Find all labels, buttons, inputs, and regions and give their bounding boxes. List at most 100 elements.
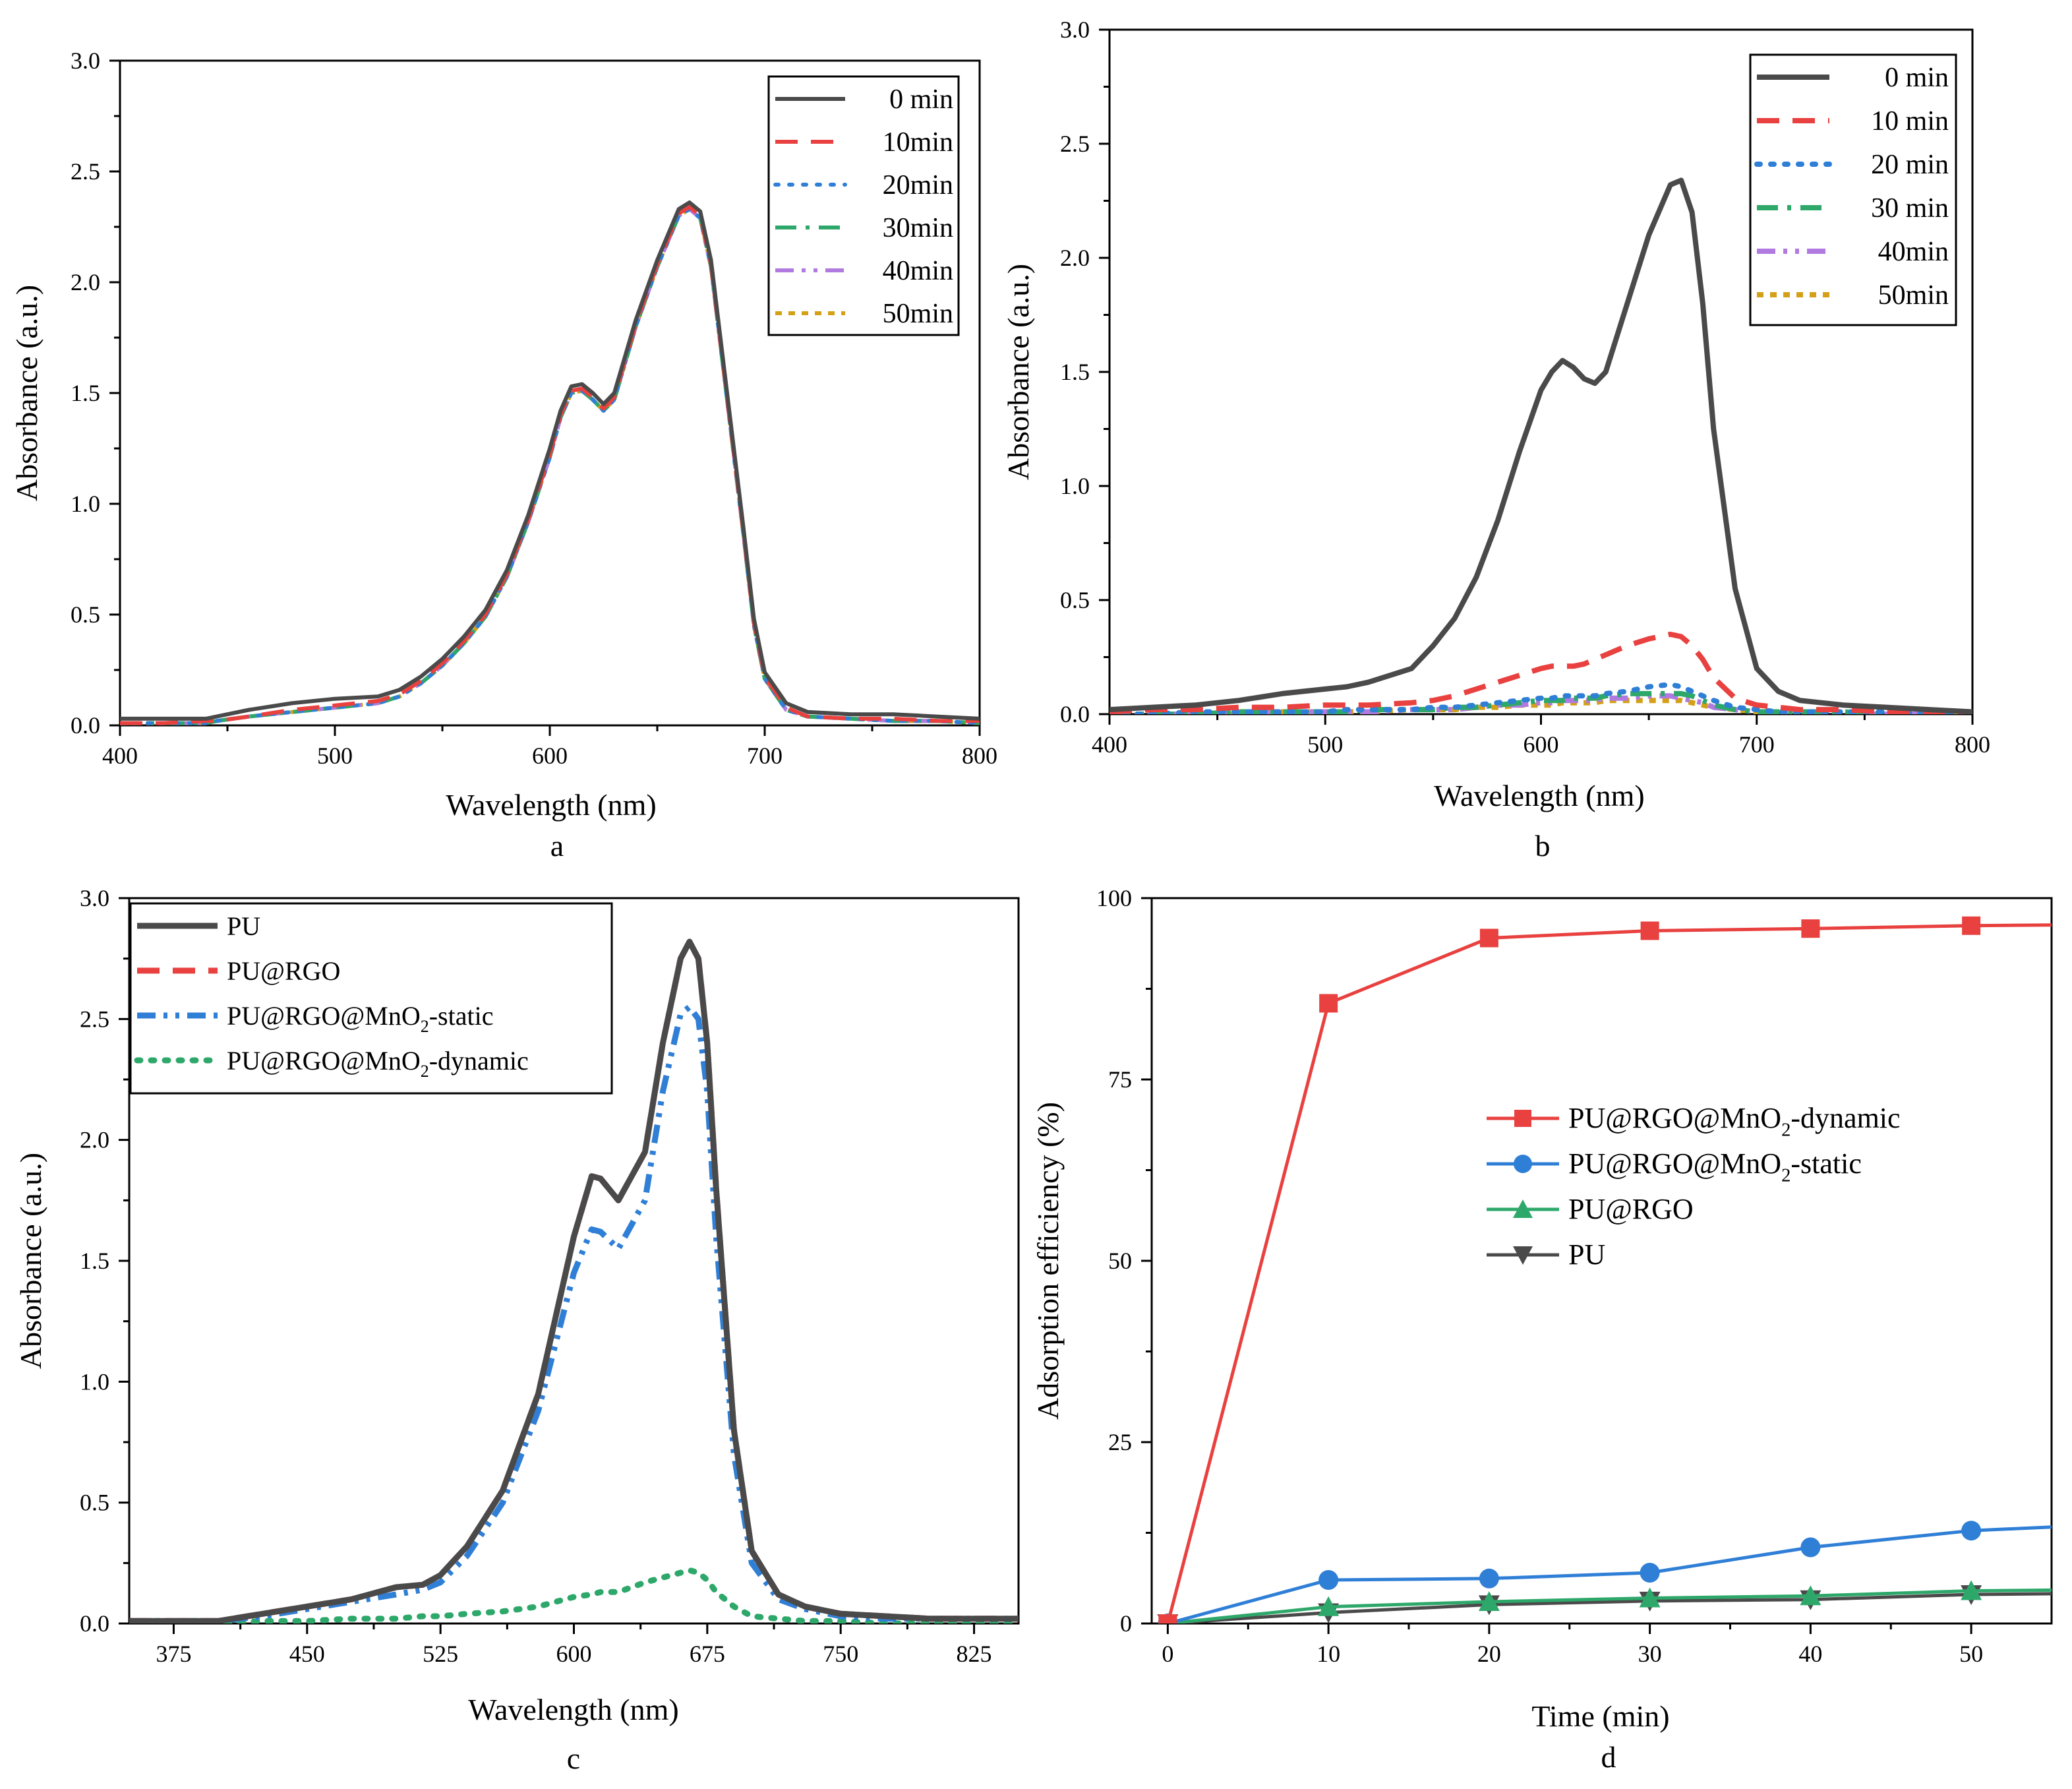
x-tick-label: 675 [690, 1641, 725, 1667]
data-point [1479, 1568, 1499, 1589]
data-point [1800, 1585, 1821, 1606]
series-line [1110, 682, 1972, 714]
x-axis-label: Wavelength (nm) [446, 788, 656, 822]
data-point [1961, 1580, 1982, 1600]
legend-label: PU@RGO@MnO2-static [227, 1001, 493, 1036]
y-tick-label: 0 [1120, 1610, 1132, 1637]
y-tick-label: 25 [1108, 1429, 1132, 1455]
legend-label-main: 40min [1878, 237, 1949, 267]
legend-label-main: 20 min [1871, 150, 1949, 180]
series-line [120, 200, 980, 721]
y-tick-label: 0.5 [71, 601, 100, 628]
legend-label-main: 10 min [1871, 106, 1949, 136]
legend-marker [1513, 1199, 1533, 1218]
panel-d: 0 10 20 30 40 50 0 25 50 75 100 Time (min) Adsorptio… [1031, 885, 2053, 1774]
legend: 0 min 10min 20min 30min 40min 50min [767, 75, 960, 336]
legend-label-main: PU@RGO@MnO [227, 1046, 421, 1076]
legend-label-main: 40min [883, 256, 953, 286]
panel-caption: a [550, 829, 564, 863]
panel-b: 400 500 600 700 800 0.0 0.5 1.0 1.5 2.0 2.5 3.0 Wave… [1001, 16, 1990, 863]
x-tick-label: 400 [1092, 731, 1127, 758]
y-tick-label: 2.0 [80, 1127, 109, 1153]
legend-label-suffix: -dynamic [429, 1046, 529, 1076]
x-tick-label: 375 [156, 1641, 191, 1667]
y-tick-label: 2.0 [71, 269, 100, 295]
legend: 0 min 10 min 20 min 30 min 40min 50min [1749, 53, 1957, 326]
x-axis-label: Wavelength (nm) [468, 1693, 678, 1726]
y-tick-label: 1.0 [71, 491, 100, 517]
x-tick-label: 700 [1739, 731, 1775, 758]
x-tick-label: 20 [1477, 1641, 1501, 1667]
y-tick-label: 3.0 [1060, 16, 1090, 43]
legend-label-main: 0 min [889, 84, 953, 115]
legend-label-main: 50min [883, 299, 953, 329]
series-group [129, 938, 1019, 1623]
legend-label: PU@RGO@MnO2-dynamic [227, 1046, 529, 1081]
x-tick-label: 0 [1162, 1641, 1173, 1667]
legend-label: 20min [883, 170, 953, 200]
y-tick-label: 1.0 [1060, 473, 1090, 499]
legend-label: 0 min [889, 84, 953, 115]
legend-marker [1513, 1246, 1533, 1265]
legend-label-main: PU [1568, 1238, 1605, 1271]
legend-box [767, 75, 960, 336]
panel-caption: d [1601, 1740, 1616, 1774]
legend-label-main: 10min [883, 127, 953, 158]
y-tick-label: 1.5 [1060, 359, 1090, 385]
legend-label: 30min [883, 213, 953, 243]
data-point [1479, 928, 1498, 948]
series-line [1110, 177, 1972, 714]
y-tick-label: 2.0 [1060, 245, 1090, 271]
y-tick-label: 3.0 [71, 47, 100, 74]
y-tick-label: 0.0 [1060, 701, 1090, 727]
y-tick-label: 0.0 [80, 1610, 109, 1637]
series-line [129, 1004, 1019, 1623]
x-tick-label: 600 [1524, 731, 1559, 758]
y-axis-label: Adsorption efficiency (%) [1031, 1102, 1065, 1420]
x-tick-label: 800 [962, 743, 997, 769]
legend-label-main: 50min [1878, 280, 1949, 311]
y-tick-label: 0.5 [80, 1490, 109, 1516]
x-tick-label: 400 [102, 743, 138, 769]
legend-label: 0 min [1885, 63, 1949, 93]
legend-label-main: PU@RGO@MnO [1568, 1147, 1781, 1180]
legend-label: PU@RGO@MnO2-dynamic [1568, 1102, 1901, 1140]
x-tick-label: 30 [1638, 1641, 1662, 1667]
legend-label-subscript: 2 [1781, 1165, 1791, 1186]
series-line [129, 1567, 1019, 1623]
legend-label: 40min [883, 256, 953, 286]
x-tick-label: 500 [317, 743, 353, 769]
legend-label: PU [1568, 1238, 1605, 1271]
y-tick-label: 0.0 [71, 712, 100, 739]
panel-caption: b [1535, 829, 1551, 863]
legend-label: PU@RGO [227, 956, 340, 986]
x-tick-label: 10 [1317, 1641, 1340, 1667]
y-tick-label: 2.5 [1060, 131, 1090, 157]
x-axis-label: Wavelength (nm) [1434, 779, 1644, 812]
legend-label: PU [227, 911, 260, 941]
data-point [1801, 919, 1820, 938]
legend-label: 50min [883, 299, 953, 329]
legend-label-subscript: 2 [421, 1017, 429, 1036]
y-tick-label: 1.5 [71, 380, 100, 406]
legend-label: 20 min [1871, 150, 1949, 180]
legend-label-main: 30 min [1871, 193, 1949, 224]
legend-marker [1514, 1155, 1532, 1173]
legend-box [1749, 53, 1957, 326]
legend: PU PU@RGO PU@RGO@MnO2-static PU@RGO@MnO2-dy… [129, 902, 613, 1095]
data-point [1318, 1596, 1340, 1616]
legend-label-main: 0 min [1885, 63, 1949, 93]
panel-c: 375 450 525 600 675 750 825 0.0 0.5 1.0 1.5 2.0 2.5 3… [14, 885, 1020, 1775]
data-point [1318, 1570, 1339, 1590]
y-tick-label: 2.5 [80, 1006, 109, 1032]
legend-label: PU@RGO@MnO2-static [1568, 1147, 1862, 1186]
legend-label-main: PU@RGO [1568, 1193, 1694, 1225]
legend-label: 50min [1878, 280, 1949, 311]
x-tick-label: 800 [1955, 731, 1990, 758]
y-tick-label: 0.5 [1060, 587, 1090, 613]
legend-label-suffix: -dynamic [1791, 1102, 1900, 1134]
data-point [1962, 916, 1981, 935]
x-tick-label: 40 [1798, 1641, 1822, 1667]
x-tick-label: 825 [957, 1641, 992, 1667]
